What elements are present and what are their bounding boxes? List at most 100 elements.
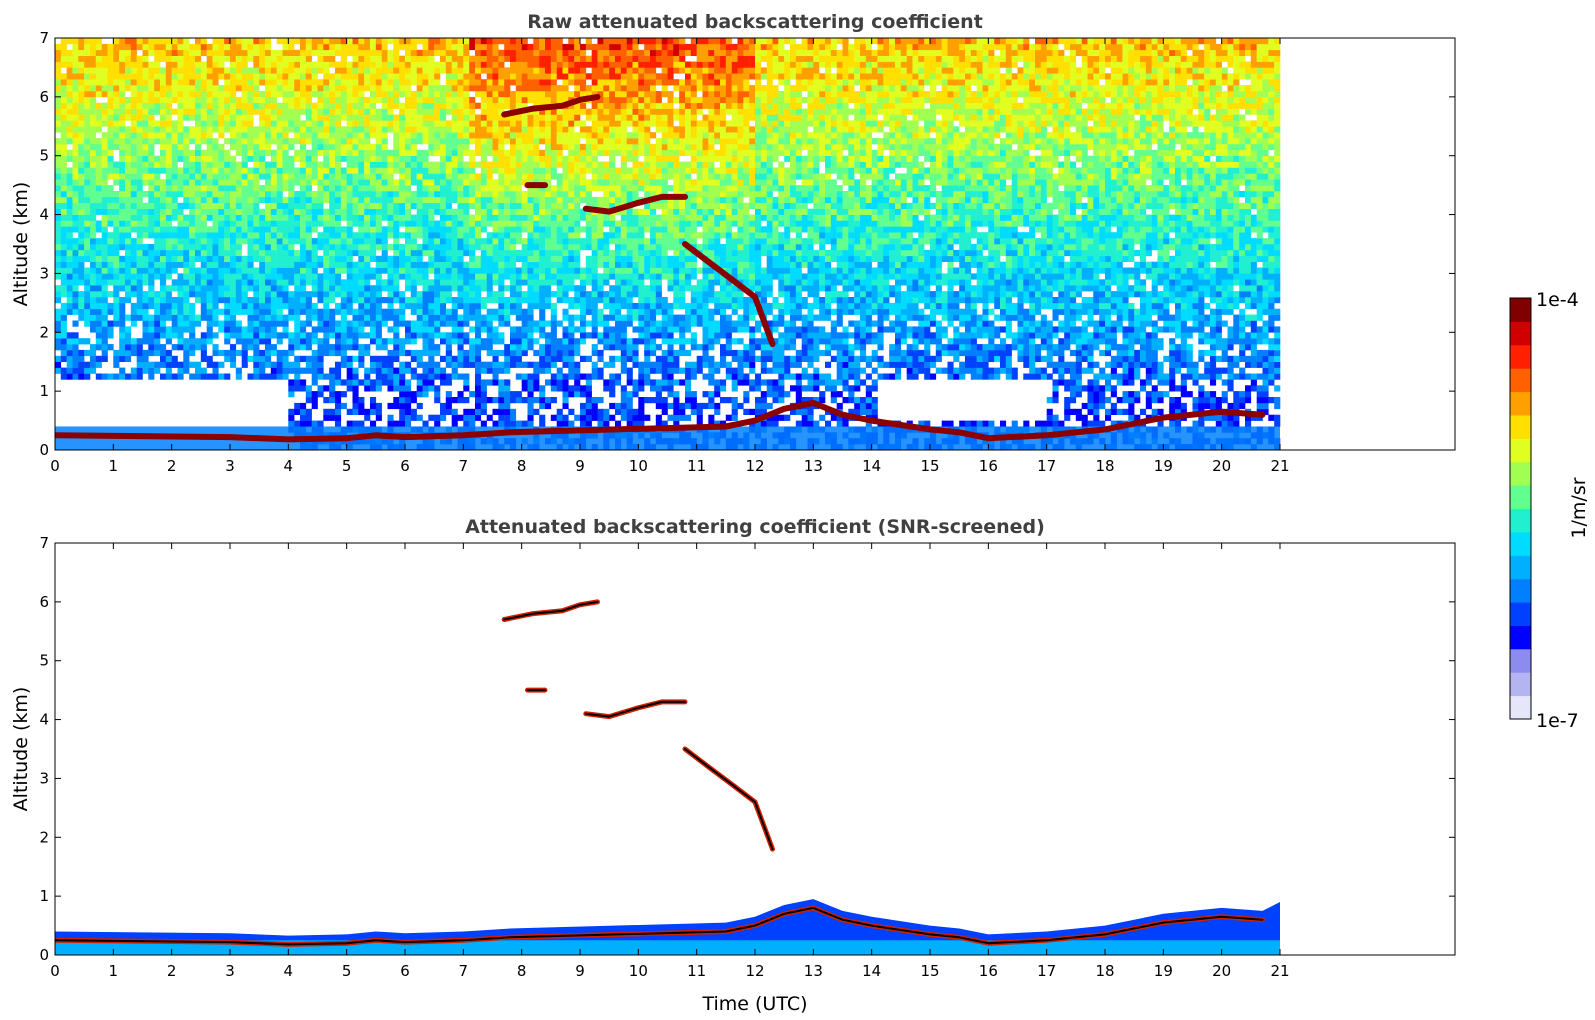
background-cell xyxy=(305,202,312,209)
background-cell xyxy=(154,244,161,251)
background-cell xyxy=(434,361,441,368)
background-cell xyxy=(241,232,248,239)
background-cell xyxy=(305,208,312,215)
background-cell xyxy=(375,320,382,327)
background-cell xyxy=(125,196,132,204)
background-cell xyxy=(329,414,336,421)
background-cell xyxy=(171,126,178,133)
background-cell xyxy=(352,373,359,380)
background-cell xyxy=(410,244,417,251)
background-cell xyxy=(515,143,522,151)
background-cell xyxy=(189,149,196,156)
background-cell xyxy=(154,49,161,56)
background-cell xyxy=(253,279,260,286)
background-cell xyxy=(486,267,493,274)
background-cell xyxy=(136,273,143,280)
background-cell xyxy=(119,167,126,174)
background-cell xyxy=(515,373,522,380)
background-cell xyxy=(451,85,458,92)
background-cell xyxy=(533,273,540,280)
background-cell xyxy=(504,314,511,321)
background-cell xyxy=(463,43,470,51)
background-cell xyxy=(224,85,231,92)
background-cell xyxy=(329,155,336,162)
background-cell xyxy=(101,120,108,127)
background-cell xyxy=(125,73,132,80)
background-cell xyxy=(480,38,487,45)
background-cell xyxy=(370,249,377,257)
background-cell xyxy=(78,249,85,257)
background-cell xyxy=(399,379,406,386)
background-cell xyxy=(498,220,505,227)
background-cell xyxy=(323,55,330,62)
background-cell xyxy=(259,214,266,221)
background-cell xyxy=(300,302,307,310)
background-cell xyxy=(230,73,237,80)
background-cell xyxy=(300,208,307,215)
background-cell xyxy=(247,132,254,139)
background-cell xyxy=(457,285,464,292)
background-cell xyxy=(148,214,155,221)
background-cell xyxy=(340,349,347,357)
background-cell xyxy=(282,355,289,362)
background-cell xyxy=(533,397,540,404)
background-cell xyxy=(206,91,213,98)
background-cell xyxy=(352,73,359,80)
background-cell xyxy=(247,191,254,198)
background-cell xyxy=(416,314,423,321)
background-cell xyxy=(212,249,219,257)
background-cell xyxy=(375,126,382,133)
background-cell xyxy=(300,67,307,74)
background-cell xyxy=(224,161,231,168)
background-cell xyxy=(177,220,184,227)
background-cell xyxy=(288,226,295,233)
background-cell xyxy=(556,43,563,51)
background-cell xyxy=(463,143,470,151)
background-cell xyxy=(515,238,522,245)
background-cell xyxy=(492,208,499,215)
background-cell xyxy=(218,196,225,204)
background-cell xyxy=(457,155,464,162)
background-cell xyxy=(498,338,505,345)
background-cell xyxy=(480,43,487,51)
background-cell xyxy=(533,108,540,115)
background-cell xyxy=(177,285,184,292)
background-cell xyxy=(300,149,307,156)
background-cell xyxy=(416,120,423,127)
background-cell xyxy=(416,173,423,180)
background-cell xyxy=(463,220,470,227)
background-cell xyxy=(562,338,569,345)
background-cell xyxy=(189,179,196,186)
background-cell xyxy=(335,208,342,215)
background-cell xyxy=(265,79,272,86)
background-cell xyxy=(282,138,289,145)
background-cell xyxy=(399,267,406,274)
background-cell xyxy=(340,85,347,92)
background-cell xyxy=(445,314,452,321)
background-cell xyxy=(393,261,400,268)
background-cell xyxy=(521,332,528,339)
background-cell xyxy=(212,73,219,80)
background-cell xyxy=(364,220,371,227)
background-cell xyxy=(486,179,493,186)
background-cell xyxy=(352,114,359,121)
background-cell xyxy=(498,279,505,286)
background-cell xyxy=(160,114,167,121)
background-cell xyxy=(393,385,400,392)
background-cell xyxy=(66,61,73,68)
background-cell xyxy=(300,238,307,245)
background-cell xyxy=(346,214,353,221)
background-cell xyxy=(183,67,190,74)
background-cell xyxy=(55,291,62,298)
background-cell xyxy=(451,249,458,257)
background-cell xyxy=(469,414,476,421)
background-cell xyxy=(399,297,406,304)
background-cell xyxy=(165,326,172,333)
background-cell xyxy=(399,43,406,51)
background-cell xyxy=(300,91,307,98)
background-cell xyxy=(265,349,272,357)
background-cell xyxy=(527,373,534,380)
background-cell xyxy=(539,185,546,192)
background-cell xyxy=(136,143,143,151)
background-cell xyxy=(475,338,482,345)
